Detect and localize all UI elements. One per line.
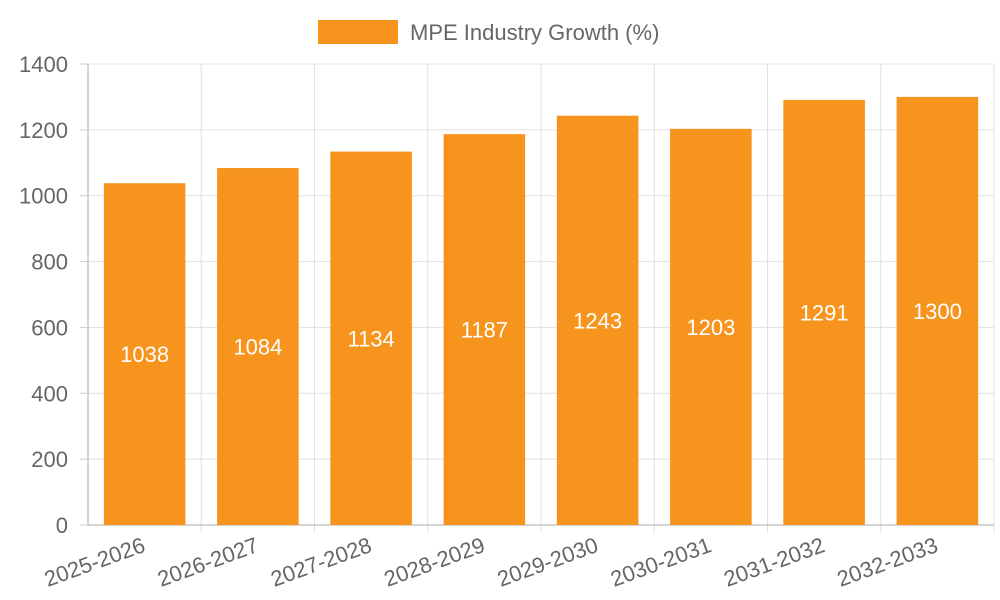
legend-swatch[interactable] — [318, 20, 398, 44]
bar[interactable] — [217, 168, 299, 525]
bar-value-label: 1300 — [913, 299, 962, 324]
bar-value-label: 1291 — [800, 300, 849, 325]
y-tick-label: 800 — [31, 250, 68, 275]
y-tick-label: 1200 — [19, 118, 68, 143]
bar-value-label: 1203 — [686, 315, 735, 340]
bar[interactable] — [330, 151, 412, 525]
bar-value-label: 1134 — [347, 326, 394, 351]
y-tick-label: 600 — [31, 315, 68, 340]
x-tick-label: 2029-2030 — [494, 532, 601, 591]
bar[interactable] — [443, 134, 526, 525]
bar[interactable] — [556, 115, 639, 525]
bar-value-label: 1038 — [120, 342, 169, 367]
x-tick-label: 2032-2033 — [834, 532, 941, 591]
x-tick-label: 2030-2031 — [607, 532, 714, 591]
y-tick-label: 1400 — [19, 52, 68, 77]
bar[interactable] — [783, 99, 865, 525]
labels-layer: 1038 1084 1134 1187 1243 1203 1291 1300 — [120, 299, 962, 367]
x-tick-label: 2031-2032 — [720, 532, 827, 591]
y-tick-label: 0 — [56, 513, 68, 538]
y-tick-label: 1000 — [19, 184, 68, 209]
legend[interactable]: MPE Industry Growth (%) — [318, 20, 659, 45]
bar-value-label: 1187 — [461, 318, 508, 343]
x-tick-label: 2028-2029 — [381, 532, 488, 591]
x-tick-label: 2026-2027 — [154, 532, 261, 591]
x-tick-label: 2025-2026 — [41, 532, 148, 591]
y-tick-label: 400 — [31, 381, 68, 406]
legend-label[interactable]: MPE Industry Growth (%) — [410, 20, 659, 45]
bar-value-label: 1243 — [573, 308, 622, 333]
bar[interactable] — [103, 183, 186, 526]
y-tick-label: 200 — [31, 447, 68, 472]
x-tick-label: 2027-2028 — [267, 532, 374, 591]
bar-value-label: 1084 — [233, 335, 282, 360]
bars-layer — [103, 96, 979, 526]
bar[interactable] — [670, 128, 752, 525]
bar[interactable] — [896, 96, 979, 525]
